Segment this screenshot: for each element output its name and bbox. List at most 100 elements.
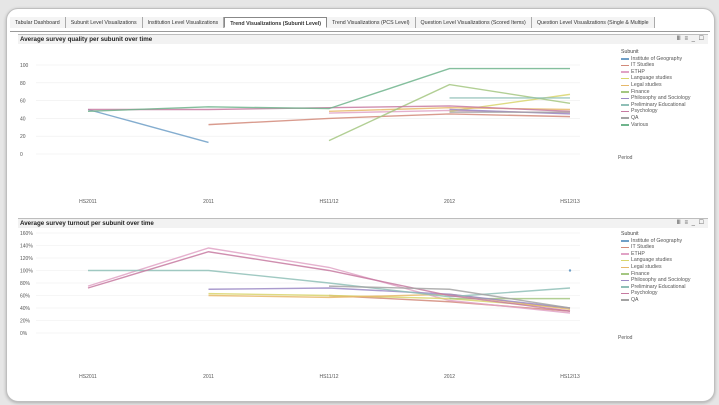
legend-swatch <box>621 286 629 288</box>
chart-legend: Subunit Institute of Geography IT Studies E… <box>621 231 690 304</box>
legend-item[interactable]: IT Studies <box>621 244 690 251</box>
legend-item[interactable]: Philosophy and Sociology <box>621 277 690 284</box>
y-tick-label: 80 <box>20 81 26 87</box>
legend-item[interactable]: Legal studies <box>621 82 690 89</box>
legend-swatch <box>621 104 629 106</box>
legend-item[interactable]: Language studies <box>621 257 690 264</box>
tab-2[interactable]: Institution Level Visualizations <box>142 17 225 28</box>
legend-item[interactable]: Finance <box>621 89 690 96</box>
tab-4[interactable]: Trend Visualizations (PCS Level) <box>327 17 416 28</box>
series-line[interactable] <box>88 105 571 112</box>
legend-swatch <box>621 292 629 295</box>
legend-label: Psychology <box>631 108 658 115</box>
legend-swatch <box>621 97 629 100</box>
panel-controls[interactable]: Ⅲ ≡ _ ☐ <box>676 220 705 226</box>
series-line[interactable] <box>87 251 571 312</box>
legend-label: QA <box>631 114 639 121</box>
legend-swatch <box>621 58 629 60</box>
legend-item[interactable]: Finance <box>621 271 690 278</box>
quality-chart-panel: Average survey quality per subunit over … <box>18 34 708 213</box>
y-tick-label: 60 <box>20 99 26 105</box>
panel-controls[interactable]: Ⅲ ≡ _ ☐ <box>676 36 705 42</box>
series-line[interactable] <box>328 294 571 312</box>
x-tick-label: 2011 <box>203 374 214 380</box>
tab-0[interactable]: Tabular Dashboard <box>10 17 66 28</box>
period-label: Period <box>618 155 633 161</box>
x-tick-label: HS11/12 <box>319 199 338 205</box>
legend-label: QA <box>631 296 639 303</box>
legend-item[interactable]: Preliminary Educational <box>621 102 690 109</box>
y-tick-label: 20 <box>20 134 26 140</box>
x-tick-label: HS2011 <box>79 374 97 380</box>
series-line[interactable] <box>328 285 571 309</box>
series-line[interactable] <box>87 108 209 144</box>
legend-swatch <box>621 253 629 255</box>
x-tick-label: HS11/12 <box>319 374 338 380</box>
legend-item[interactable]: Philosophy and Sociology <box>621 95 690 102</box>
legend-label: ETHP <box>631 68 645 75</box>
legend-label: IT Studies <box>631 244 655 251</box>
legend-label: Finance <box>631 270 650 277</box>
legend-label: Legal studies <box>631 81 662 88</box>
legend-item[interactable]: IT Studies <box>621 62 690 69</box>
y-tick-label: 140% <box>20 244 33 250</box>
y-tick-label: 0% <box>20 331 28 337</box>
y-tick-label: 120% <box>20 256 33 262</box>
legend-label: Finance <box>631 88 650 95</box>
legend-swatch <box>621 299 629 301</box>
legend-swatch <box>621 259 629 262</box>
y-tick-label: 100% <box>20 269 33 275</box>
legend-label: Language studies <box>631 75 672 82</box>
legend-swatch <box>621 266 629 269</box>
tab-5[interactable]: Question Level Visualizations (Scored It… <box>415 17 532 28</box>
y-tick-label: 0 <box>20 152 23 158</box>
legend-swatch <box>621 124 629 126</box>
x-tick-label: HS12/13 <box>560 374 580 380</box>
legend-swatch <box>621 91 629 93</box>
legend-item[interactable]: ETHP <box>621 251 690 258</box>
legend-label: IT Studies <box>631 62 655 69</box>
y-tick-label: 40% <box>20 306 31 312</box>
turnout-chart-panel: Average survey turnout per subunit over … <box>18 218 708 387</box>
legend-item[interactable]: Various <box>621 122 690 129</box>
tab-6[interactable]: Question Level Visualizations (Single & … <box>531 17 655 28</box>
series-line[interactable] <box>208 287 571 309</box>
legend-label: Institute of Geography <box>631 55 683 62</box>
x-tick-label: 2011 <box>203 199 214 205</box>
x-tick-label: 2012 <box>444 374 455 380</box>
series-line[interactable] <box>208 113 571 126</box>
series-line[interactable] <box>87 67 570 112</box>
legend-swatch <box>621 84 629 87</box>
legend-swatch <box>621 64 629 67</box>
series-line[interactable] <box>87 247 571 314</box>
legend-item[interactable]: ETHP <box>621 69 690 76</box>
y-tick-label: 160% <box>20 231 33 237</box>
legend-item[interactable]: Preliminary Educational <box>621 284 690 291</box>
turnout-line-chart: 160% 140% 120% 100% 80% 60% 40% 20% 0% HS2011 2011… <box>20 231 633 380</box>
legend-swatch <box>621 273 629 275</box>
legend-item[interactable]: Language studies <box>621 75 690 82</box>
tab-1[interactable]: Subunit Level Visualizations <box>65 17 143 28</box>
series-line[interactable] <box>328 83 571 142</box>
legend-item[interactable]: Institute of Geography <box>621 56 690 63</box>
legend-swatch <box>621 279 629 282</box>
legend-label: Legal studies <box>631 263 662 270</box>
series-point[interactable] <box>568 269 572 272</box>
legend-swatch <box>621 110 629 113</box>
legend-label: Philosophy and Sociology <box>631 277 691 284</box>
legend-item[interactable]: Psychology <box>621 108 690 115</box>
legend-item[interactable]: Psychology <box>621 290 690 297</box>
tab-3[interactable]: Trend Visualizations (Subunit Level) <box>224 17 328 28</box>
legend-swatch <box>621 71 629 73</box>
legend-item[interactable]: QA <box>621 115 690 122</box>
legend-item[interactable]: Legal studies <box>621 264 690 271</box>
series-line[interactable] <box>88 269 571 298</box>
legend-item[interactable]: QA <box>621 297 690 304</box>
y-tick-label: 40 <box>20 116 26 122</box>
legend-label: Preliminary Educational <box>631 101 686 108</box>
legend-title: Subunit <box>621 231 639 237</box>
x-tick-label: HS2011 <box>79 199 97 205</box>
legend-item[interactable]: Institute of Geography <box>621 238 690 245</box>
period-label: Period <box>618 335 633 341</box>
y-tick-label: 60% <box>20 294 31 300</box>
